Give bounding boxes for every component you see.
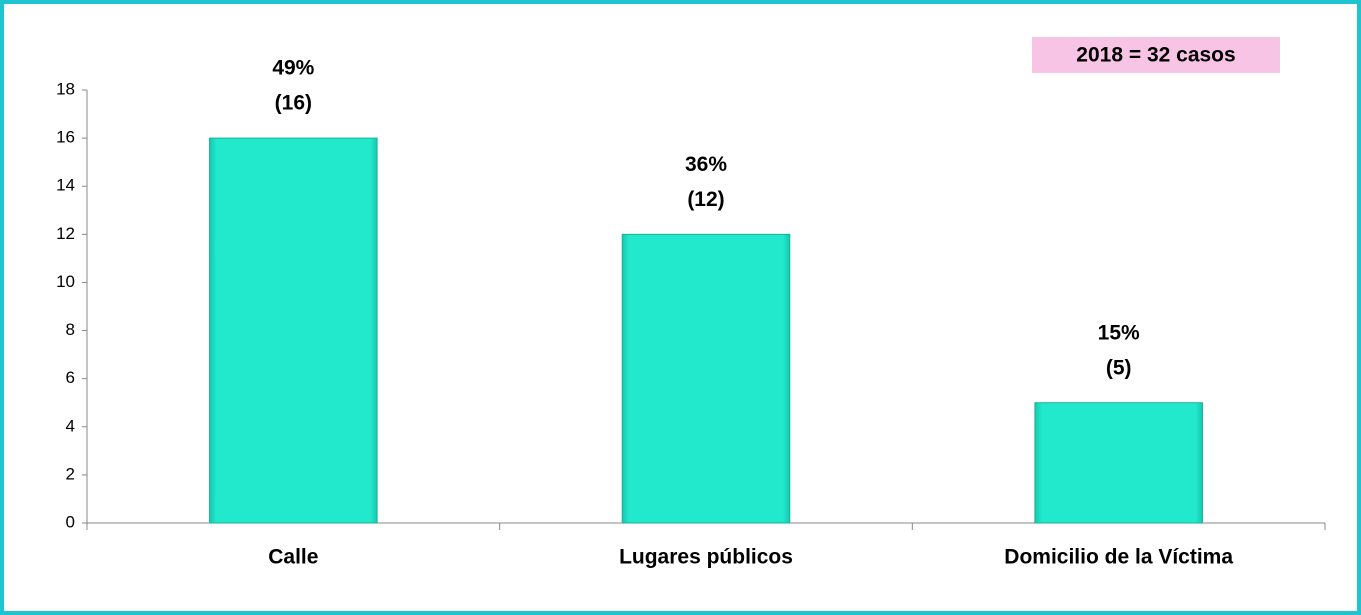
share-label: 36% [685,153,727,176]
y-tick-label: 18 [56,79,75,98]
data-label: (12) [687,188,724,211]
bar [209,137,378,524]
y-tick-label: 12 [56,224,75,243]
share-label: 15% [1098,321,1140,344]
y-tick-label: 4 [66,416,75,435]
y-tick-label: 16 [56,128,75,147]
y-tick-label: 6 [66,368,75,387]
bar [1034,402,1203,524]
y-tick-label: 10 [56,272,75,291]
y-tick-label: 0 [66,512,75,531]
data-label: (16) [275,92,312,115]
x-tick-label: Calle [268,546,318,569]
data-label: (5) [1106,356,1132,379]
x-tick-label: Domicilio de la Víctima [1004,546,1233,569]
x-tick-label: Lugares públicos [619,546,793,569]
share-label: 49% [272,57,314,80]
annotation: 2018 = 32 casos [1076,44,1235,67]
y-tick-label: 8 [66,320,75,339]
y-tick-label: 14 [56,176,75,195]
annotation-box [1032,37,1280,73]
bar [621,233,791,524]
y-tick-label: 2 [66,464,75,483]
